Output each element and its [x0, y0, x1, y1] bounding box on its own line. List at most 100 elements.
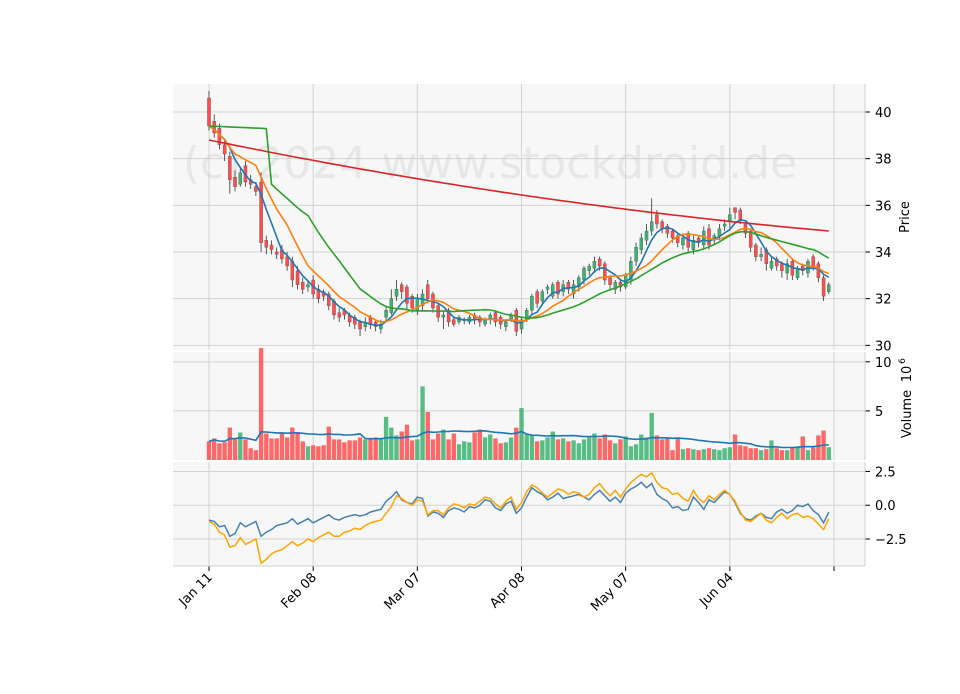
- candle-body: [233, 177, 237, 187]
- volume-bar: [482, 437, 488, 460]
- volume-bar: [795, 446, 800, 460]
- volume-bar: [347, 440, 352, 460]
- candle-body: [441, 314, 446, 318]
- price-y-tick-label: 36: [875, 199, 892, 214]
- volume-bar: [659, 439, 665, 460]
- candle-body: [327, 293, 331, 306]
- volume-bar: [477, 429, 483, 460]
- volume-bar: [696, 450, 701, 460]
- volume-bar: [691, 449, 696, 460]
- volume-axis-label: Volume: [900, 390, 915, 438]
- volume-bar: [389, 427, 394, 460]
- candle-body: [399, 284, 404, 292]
- candle-body: [748, 230, 753, 248]
- volume-bar: [508, 437, 514, 460]
- candle-body: [285, 256, 289, 267]
- candle-body: [785, 263, 789, 274]
- volume-bar: [316, 446, 321, 460]
- volume-bar: [435, 433, 441, 460]
- volume-bar: [602, 434, 608, 460]
- candle-body: [337, 312, 341, 318]
- volume-bar: [566, 441, 571, 460]
- volume-bar: [717, 450, 722, 460]
- watermark: (c) 2024 www.stockdroid.de: [183, 138, 797, 189]
- volume-bar: [326, 426, 331, 460]
- price-y-tick-label: 34: [875, 246, 892, 261]
- volume-bar: [420, 386, 425, 460]
- candle-body: [717, 228, 722, 236]
- volume-bar: [779, 450, 785, 460]
- candle-body: [811, 256, 815, 267]
- volume-bar: [644, 437, 649, 460]
- volume-bar: [727, 447, 733, 460]
- volume-bar: [613, 443, 618, 460]
- volume-bar: [534, 441, 540, 460]
- candle-body: [295, 270, 300, 285]
- volume-bar: [451, 433, 456, 460]
- volume-bar: [560, 438, 566, 460]
- price-y-tick-label: 40: [875, 106, 892, 121]
- candle-body: [452, 319, 456, 325]
- candle-body: [759, 254, 763, 257]
- volume-bar: [337, 439, 342, 460]
- oscillator-line: [208, 471, 830, 565]
- candle-body: [707, 228, 711, 246]
- volume-bar: [415, 439, 420, 460]
- candle-body: [254, 186, 258, 192]
- volume-axis-exponent-base: 10: [900, 366, 915, 383]
- candle-body: [306, 284, 310, 288]
- volume-bar: [373, 437, 378, 460]
- candle-body: [665, 226, 670, 234]
- moving-average-line: [208, 125, 830, 319]
- candle-body: [681, 237, 685, 246]
- volume-bar: [738, 445, 743, 460]
- candle-body: [551, 284, 555, 297]
- candle-body: [733, 207, 737, 213]
- candle-body: [827, 284, 831, 292]
- candle-body: [691, 240, 696, 250]
- volume-layer: [206, 348, 831, 460]
- volume-bar: [274, 438, 279, 460]
- candle-body: [634, 247, 638, 262]
- volume-bar: [342, 442, 347, 460]
- candle-body: [582, 268, 586, 281]
- oscillator-layer: [208, 471, 830, 565]
- candle-body: [613, 282, 617, 290]
- candle-body: [566, 282, 571, 290]
- volume-bar: [462, 441, 467, 460]
- volume-y-tick-label: 5: [875, 405, 883, 420]
- price-axis-label: Price: [898, 201, 913, 233]
- candle-body: [353, 317, 357, 325]
- volume-y-tick-label: 10: [875, 356, 892, 371]
- price-y-tick-label: 30: [875, 339, 892, 354]
- volume-bar: [409, 440, 415, 460]
- moving-average-line: [208, 125, 830, 323]
- volume-bar: [712, 449, 717, 460]
- volume-bar: [404, 424, 410, 460]
- volume-bar: [529, 435, 535, 460]
- volume-bar: [300, 441, 305, 460]
- volume-average-line: [208, 429, 829, 449]
- candle-body: [629, 261, 633, 281]
- volume-bar: [764, 449, 769, 460]
- x-tick-label: Jun 04: [696, 570, 736, 610]
- volume-bar: [826, 447, 831, 460]
- volume-bar: [284, 437, 290, 460]
- volume-bar: [279, 432, 285, 460]
- volume-bar: [368, 438, 373, 460]
- volume-bar: [363, 439, 368, 460]
- candle-body: [556, 282, 560, 295]
- volume-bar: [654, 435, 660, 460]
- volume-bar: [331, 439, 337, 460]
- candle-body: [597, 258, 602, 267]
- candle-body: [769, 261, 774, 269]
- candle-body: [676, 235, 680, 243]
- candle-body: [577, 277, 581, 288]
- moving-average-line: [208, 139, 829, 232]
- volume-bar: [243, 439, 248, 460]
- candle-body: [774, 258, 779, 267]
- volume-bar: [394, 435, 399, 460]
- volume-bar: [524, 434, 529, 460]
- candle-body: [587, 265, 591, 271]
